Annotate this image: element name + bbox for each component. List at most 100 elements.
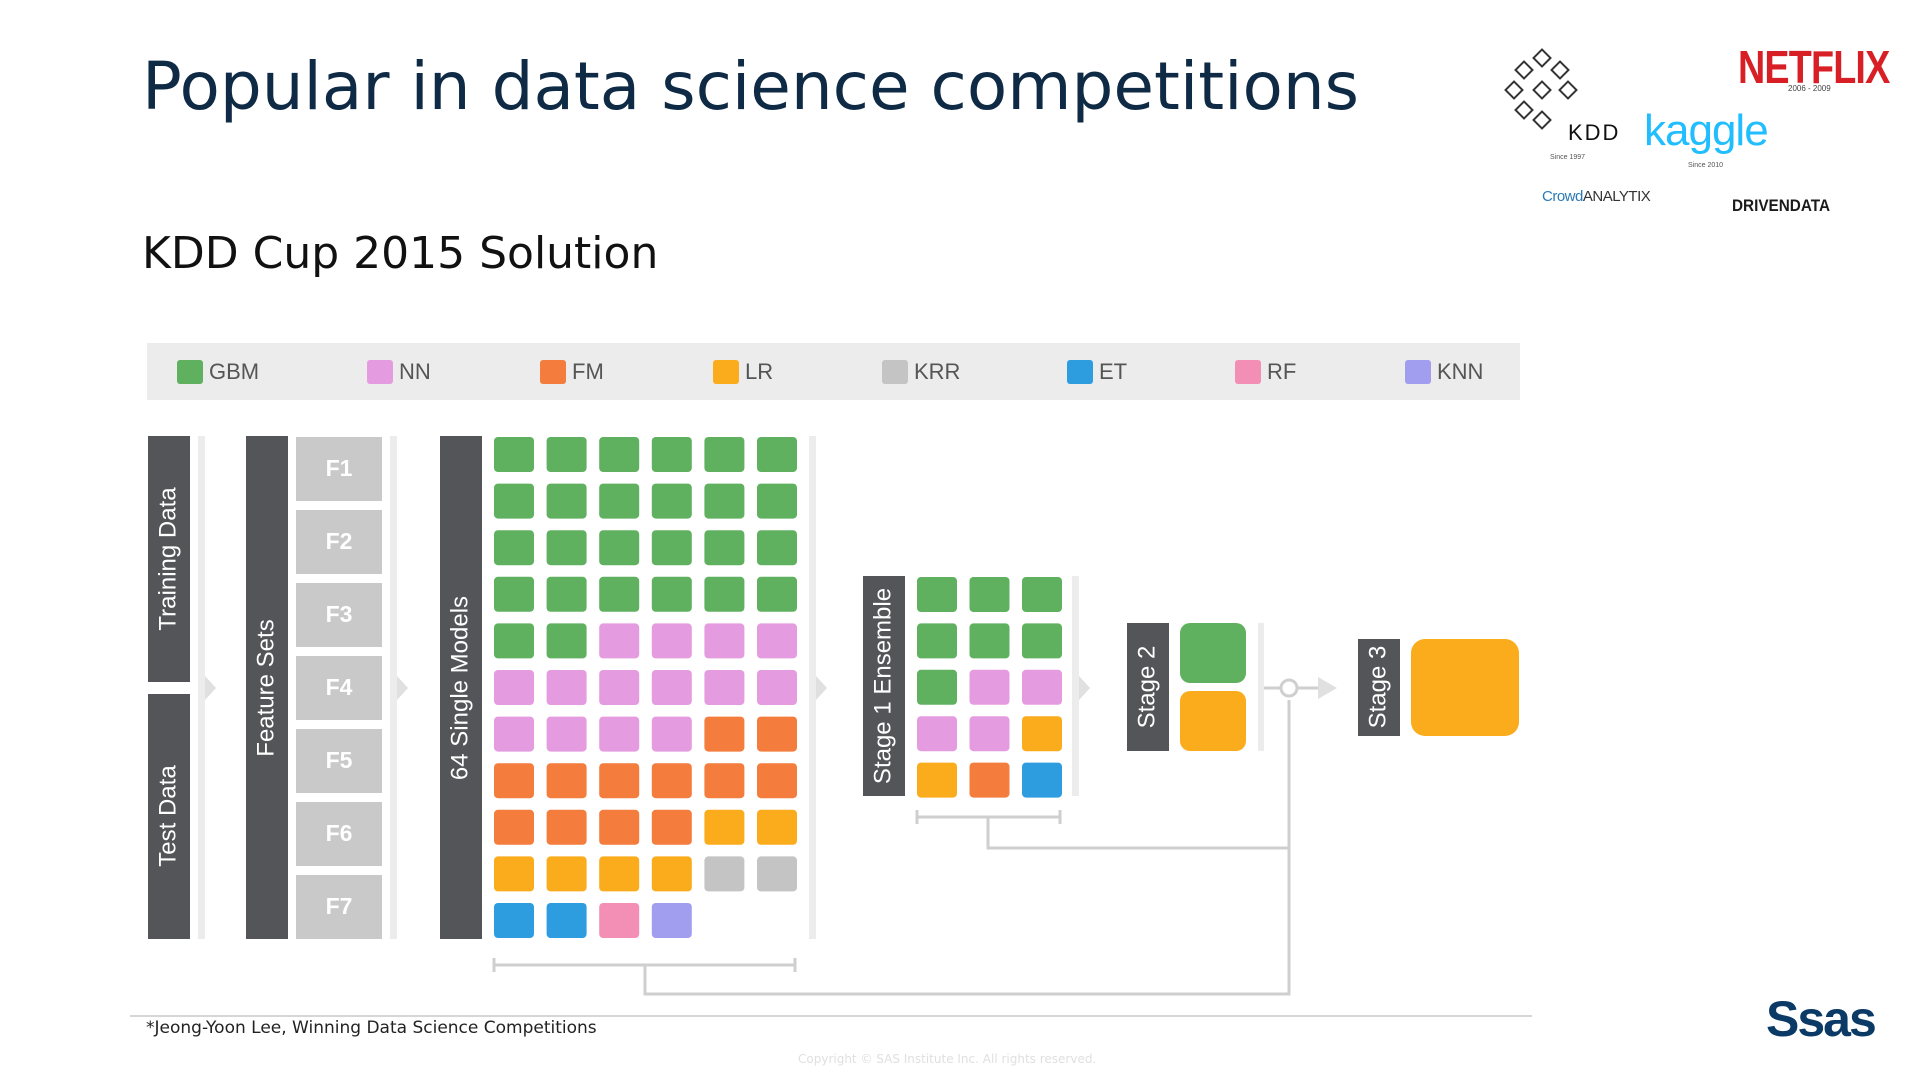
stage1-tile-gbm: [917, 577, 957, 612]
model-tile-gbm: [704, 530, 745, 566]
crowdanalytix-logo: CrowdANALYTIX: [1542, 188, 1651, 205]
stage1-tile-gbm: [1022, 623, 1062, 659]
model-tile-gbm: [704, 483, 745, 519]
model-tile-gbm: [546, 483, 587, 519]
model-tile-fm: [599, 763, 640, 799]
legend-item-rf: RF: [1235, 359, 1296, 384]
copyright-text: Copyright © SAS Institute Inc. All right…: [798, 1052, 1097, 1066]
model-tile-nn: [704, 623, 745, 659]
model-tile-lr: [704, 809, 745, 845]
model-tile-nn: [494, 670, 534, 705]
legend-swatch: [1067, 360, 1093, 384]
model-tile-fm: [651, 763, 692, 799]
stage1-bracket: [915, 810, 1289, 850]
legend-item-lr: LR: [713, 359, 773, 384]
stage2-connector: [1258, 623, 1264, 751]
ensemble-diagram: Training Data Test Data Feature Sets F1 F2 F3…: [148, 436, 1519, 996]
kaggle-logo: kaggle: [1644, 106, 1769, 155]
single-models-bracket: [492, 700, 1291, 996]
feature-set-box: [296, 583, 382, 647]
model-tile-gbm: [651, 437, 692, 472]
legend-item-gbm: GBM: [177, 359, 260, 384]
stage1-tile-gbm: [917, 623, 957, 659]
slide-title: Popular in data science competitions: [142, 48, 1360, 125]
model-tile-krr: [704, 856, 745, 892]
model-tile-gbm: [651, 483, 692, 519]
model-tile-nn: [599, 670, 640, 705]
stage1-tile-nn: [969, 669, 1010, 705]
model-tile-nn: [757, 623, 797, 659]
model-tile-fm: [546, 763, 587, 799]
model-tile-gbm: [599, 437, 640, 472]
legend-item-krr: KRR: [882, 359, 961, 384]
legend-swatch: [540, 360, 566, 384]
model-tile-gbm: [546, 576, 587, 612]
model-legend: GBM NN FM LR KRR ET RF KNN: [147, 343, 1520, 400]
crowd-text: Crowd: [1542, 188, 1583, 205]
stage1-tile-lr: [1022, 716, 1062, 752]
legend-swatch: [367, 360, 393, 384]
feature-set-box: [296, 437, 382, 501]
model-tile-gbm: [757, 483, 797, 519]
model-tile-gbm: [704, 576, 745, 612]
model-tile-gbm: [599, 576, 640, 612]
model-tile-fm: [651, 809, 692, 845]
drivendata-logo: DRIVENDATA: [1732, 196, 1831, 215]
footer-divider: [130, 1015, 1532, 1017]
data-connector: [198, 436, 205, 939]
feature-set-box: [296, 729, 382, 793]
feature-set-label: F4: [326, 674, 353, 700]
model-tile-fm: [599, 809, 640, 845]
netflix-logo: NETFLIX: [1738, 41, 1890, 93]
feature-sets-panel: [246, 436, 288, 939]
stage1-tile-gbm: [969, 623, 1010, 659]
model-tile-et: [546, 903, 587, 938]
model-tile-gbm: [546, 623, 587, 659]
single-models-panel: [440, 436, 482, 939]
kdd-snowflake-icon: [1504, 48, 1578, 130]
stage1-connector: [1072, 576, 1079, 796]
feature-set-box: [296, 510, 382, 574]
stage1-tile-fm: [969, 762, 1010, 798]
feature-connector: [390, 436, 397, 939]
model-tile-fm: [494, 763, 534, 799]
legend-label: KRR: [914, 359, 961, 384]
model-tile-gbm: [704, 437, 745, 472]
stage1-tile-lr: [917, 762, 957, 798]
model-tile-fm: [704, 763, 745, 799]
legend-swatch: [882, 360, 908, 384]
model-tile-lr: [599, 856, 640, 892]
legend-item-et: ET: [1067, 359, 1127, 384]
model-tile-nn: [599, 623, 640, 659]
feature-sets-label: Feature Sets: [252, 619, 279, 756]
stage1-panel: [863, 576, 905, 796]
model-tile-gbm: [599, 530, 640, 566]
model-tile-nn: [599, 716, 640, 752]
feature-set-box: [296, 875, 382, 939]
test-data-label: Test Data: [154, 765, 181, 867]
arrow-icon: [397, 676, 408, 700]
model-tile-fm: [546, 809, 587, 845]
merge-node-icon: [1279, 678, 1299, 698]
feature-set-box: [296, 802, 382, 866]
model-tile-lr: [757, 809, 797, 845]
feature-set-label: F7: [326, 893, 353, 919]
arrow-icon: [205, 676, 216, 700]
model-tile-krr: [757, 856, 797, 892]
stage1-tile-gbm: [1022, 577, 1062, 612]
analytix-text: ANALYTIX: [1582, 188, 1651, 205]
stage1-label: Stage 1 Ensemble: [869, 588, 896, 784]
model-tile-gbm: [757, 576, 797, 612]
arrow-icon: [1318, 677, 1337, 699]
stage2-tile-lr: [1180, 691, 1246, 751]
legend-label: GBM: [209, 359, 260, 384]
model-tile-et: [494, 903, 534, 938]
model-tile-gbm: [599, 483, 640, 519]
feature-set-label: F5: [326, 747, 353, 773]
model-tile-nn: [546, 670, 587, 705]
legend-swatch: [1235, 360, 1261, 384]
model-tile-nn: [494, 716, 534, 752]
stage1-tile-et: [1022, 762, 1062, 798]
model-tile-knn: [651, 903, 692, 938]
model-tile-gbm: [494, 623, 534, 659]
